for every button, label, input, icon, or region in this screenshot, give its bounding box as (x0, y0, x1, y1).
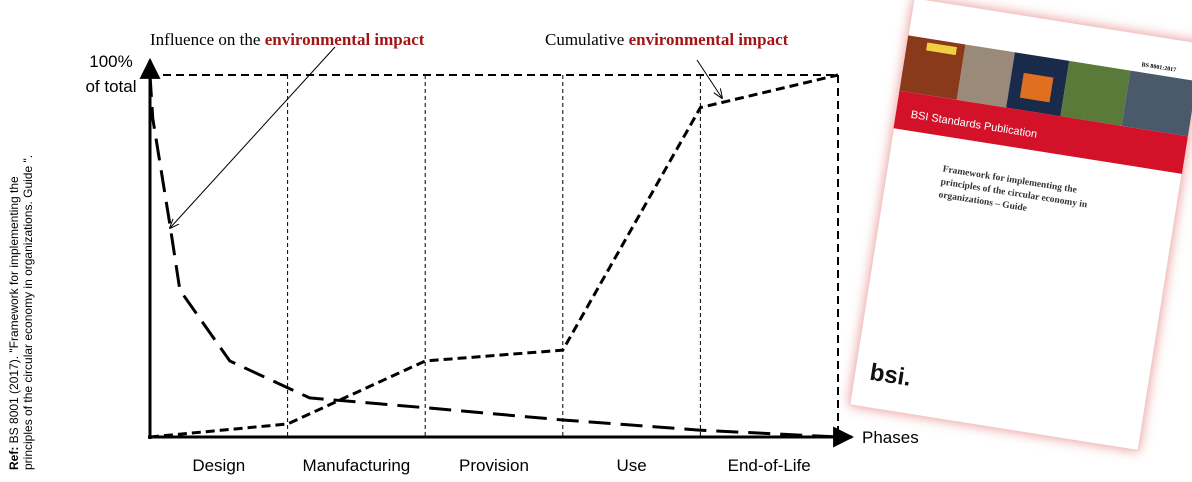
y-axis-label: of total (85, 77, 136, 96)
reference-label: Ref: (7, 447, 21, 470)
annotation: Cumulative environmental impact (545, 30, 789, 49)
cover-photo (957, 44, 1015, 107)
cover-photo (1020, 73, 1054, 102)
x-tick-label: Design (192, 456, 245, 475)
annotation-emphasis: environmental impact (265, 30, 425, 49)
x-tick-label: Manufacturing (303, 456, 411, 475)
y-tick-label: 100% (89, 52, 132, 71)
x-tick-label: End-of-Life (728, 456, 811, 475)
annotation: Influence on the environmental impact (150, 30, 425, 49)
cover-photo (1060, 61, 1130, 126)
reference-text: principles of the circular economy in or… (21, 155, 35, 470)
x-tick-label: Provision (459, 456, 529, 475)
cover: BS 8001:2017 BSI Standards Publication F… (850, 0, 1192, 450)
cover-photo (1122, 71, 1192, 137)
annotation-emphasis: environmental impact (629, 30, 789, 49)
page: {"chart_data": { "type": "line", "catego… (0, 0, 1192, 482)
annotation-text: Influence on the (150, 30, 265, 49)
x-tick-label: Use (616, 456, 646, 475)
x-axis-label: Phases (862, 428, 919, 447)
annotation-text: Cumulative (545, 30, 629, 49)
chart: Ref: BS 8001 (2017). "Framework for impl… (0, 0, 1192, 477)
reference-line: Ref: BS 8001 (2017). "Framework for impl… (7, 176, 21, 470)
reference-text: BS 8001 (2017). "Framework for implement… (7, 176, 21, 447)
line-series (150, 75, 838, 437)
line-series (150, 75, 838, 437)
